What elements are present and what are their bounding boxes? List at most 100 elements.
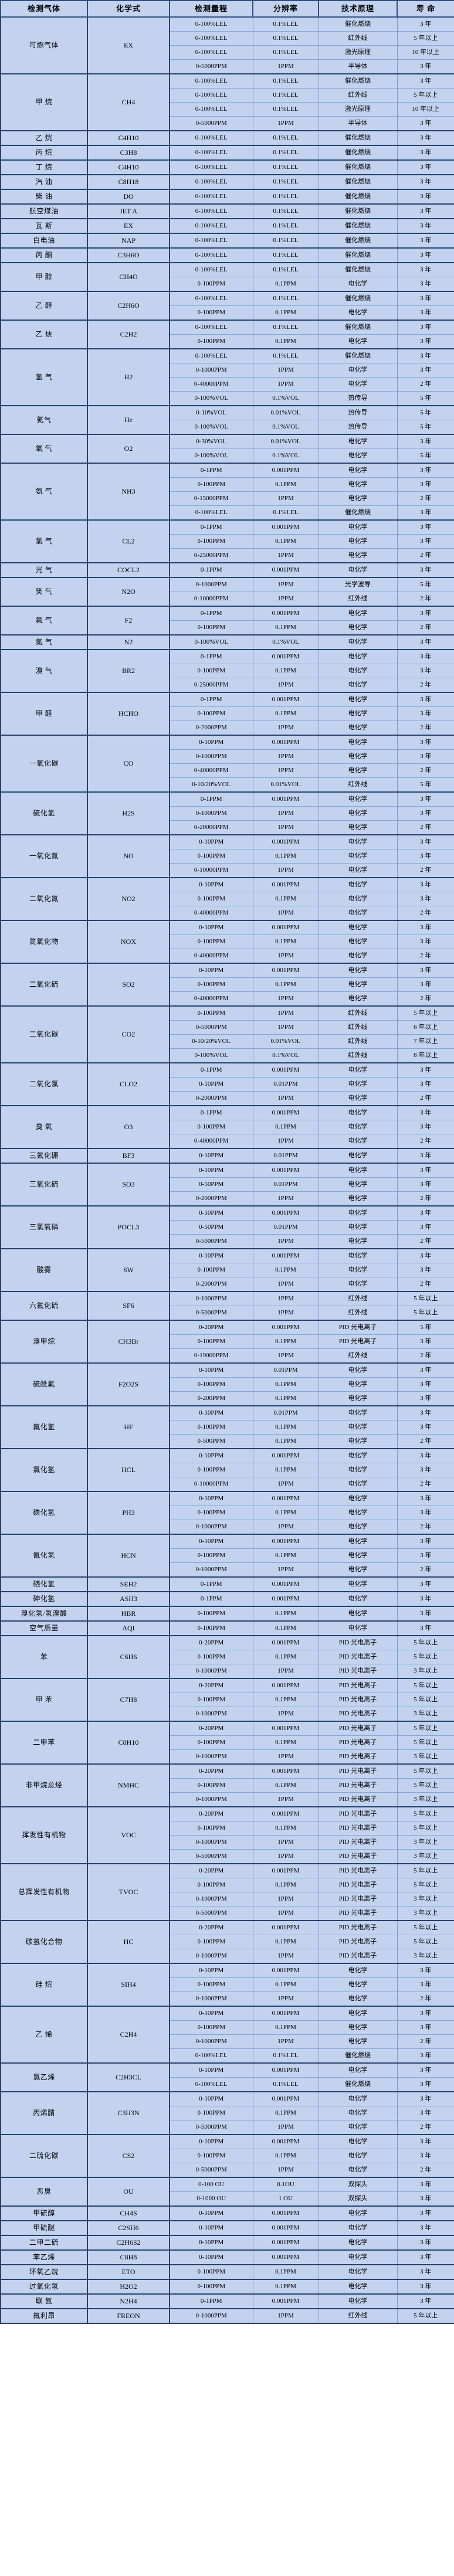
technology-cell: 红外线 — [319, 88, 398, 103]
detection-range-cell: 0-20PPM — [170, 1635, 253, 1650]
technology-cell: 电化学 — [319, 2279, 398, 2295]
detection-range-cell: 0-1000PPM — [170, 1792, 253, 1807]
chemical-formula-cell: C2H4 — [87, 2006, 170, 2064]
table-row: 0-100PPM 0.1PPM 电化学 3 年 — [1, 664, 454, 678]
gas-name-cell: 三氯氧磷 — [0, 1205, 88, 1249]
table-row: 氧 气 O2 0-30%VOL 0.01%VOL 电化学 3 年 — [0, 434, 454, 464]
detection-range-cell: 0-100%VOL — [170, 448, 253, 464]
technology-cell: 电化学 — [319, 806, 398, 821]
detection-range-cell: 0-5000PPM — [170, 1020, 253, 1035]
chemical-formula-cell: CH4S — [87, 2205, 170, 2221]
table-row: 氦气 He 0-10%VOL 0.01%VOL 热传导 5 年 — [0, 405, 454, 435]
table-row: 0-100PPM 0.1PPM 电化学 3 年 — [1, 1977, 454, 1992]
detection-range-cell: 0-10000PPM — [170, 592, 253, 607]
technology-cell: 催化燃烧 — [319, 218, 398, 234]
table-row: 光 气 COCL2 0-1PPM 0.001PPM 电化学 3 年 — [0, 562, 454, 578]
resolution-cell: 0.1%LEL — [253, 102, 319, 117]
lifetime-cell: 3 年 — [397, 130, 454, 146]
resolution-cell: 0.01PPM — [253, 1177, 319, 1192]
lifetime-cell: 5 年 — [397, 1320, 454, 1335]
resolution-cell: 1PPM — [253, 949, 319, 964]
detection-range-cell: 0-40000PPM — [170, 949, 253, 964]
technology-cell: 电化学 — [319, 763, 398, 778]
table-row: 三氧化硫 SO3 0-10PPM 0.001PPM 电化学 3 年 — [0, 1163, 454, 1207]
chemical-formula-cell: AQI — [87, 1620, 170, 1636]
chemical-formula-cell: CLO2 — [87, 1062, 170, 1106]
detection-range-cell: 0-1000PPM — [170, 1562, 253, 1578]
technology-cell: 电化学 — [319, 820, 398, 835]
resolution-cell: 0.1%LEL — [253, 16, 319, 32]
gas-name-cell: 六氟化硫 — [0, 1291, 88, 1321]
resolution-cell: 0.001PPM — [253, 735, 319, 750]
technology-cell: 电化学 — [319, 1434, 398, 1449]
resolution-cell: 1PPM — [253, 678, 319, 693]
table-row: 二氧化氯 CLO2 0-1PPM 0.001PPM 电化学 3 年 — [0, 1062, 454, 1106]
chemical-formula-cell: CS2 — [87, 2134, 170, 2178]
detection-range-cell: 0-100%LEL — [170, 88, 253, 103]
technology-cell: 电化学 — [319, 963, 398, 978]
detection-range-cell: 0-100PPM — [170, 1977, 253, 1992]
detection-range-cell: 0-10PPM — [170, 877, 253, 892]
chemical-formula-cell: C2H3CL — [87, 2062, 170, 2092]
chemical-formula-cell: HC — [87, 1920, 170, 1964]
chemical-formula-cell: HF — [87, 1405, 170, 1449]
table-row: 丙 酮 C3H6O 0-100%LEL 0.1%LEL 催化燃烧 3 年 — [0, 247, 454, 263]
chemical-formula-cell: N2 — [87, 634, 170, 650]
table-row: 0-100%VOL 0.1%VOL 红外线 8 年以上 — [1, 1048, 454, 1063]
chemical-formula-cell: N2H4 — [87, 2293, 170, 2309]
technology-cell: 电化学 — [319, 721, 398, 736]
resolution-cell: 1PPM — [253, 1949, 319, 1964]
technology-cell: 电化学 — [319, 877, 398, 892]
detection-range-cell: 0-2000PPM — [170, 1091, 253, 1106]
resolution-cell: 1PPM — [253, 2163, 319, 2178]
table-row: 硅 烷 SIH4 0-10PPM 0.001PPM 电化学 3 年 — [0, 1963, 454, 2007]
lifetime-cell: 3 年 — [397, 977, 454, 992]
resolution-cell: 0.001PPM — [253, 519, 319, 535]
lifetime-cell: 3 年 — [397, 16, 454, 32]
table-row: 二氧化硫 SO2 0-10PPM 0.001PPM 电化学 3 年 — [0, 963, 454, 1007]
table-row: 甲 醇 CH4O 0-100%LEL 0.1%LEL 催化燃烧 3 年 — [0, 262, 454, 292]
lifetime-cell: 3 年 — [397, 2006, 454, 2021]
technology-cell: 电化学 — [319, 678, 398, 693]
chemical-formula-cell: C2SH6 — [87, 2220, 170, 2236]
lifetime-cell: 3 年 — [397, 1177, 454, 1192]
resolution-cell: 0.001PPM — [253, 1491, 319, 1506]
detection-range-cell: 0-1PPM — [170, 606, 253, 621]
technology-cell: 电化学 — [319, 463, 398, 478]
table-row: 0-25000PPM 1PPM 电化学 2 年 — [1, 548, 454, 563]
lifetime-cell: 2 年 — [397, 548, 454, 563]
table-row: 0-100PPM 0.1PPM 电化学 3 年 — [1, 1506, 454, 1520]
detection-range-cell: 0-15000PPM — [170, 491, 253, 506]
resolution-cell: 1PPM — [253, 59, 319, 74]
detection-range-cell: 0-100PPM — [170, 334, 253, 349]
resolution-cell: 0.1PPM — [253, 1420, 319, 1435]
chemical-formula-cell: SO3 — [87, 1163, 170, 1207]
gas-name-cell: 二硫化碳 — [0, 2134, 88, 2178]
gas-name-cell: 氟化氢 — [0, 1405, 88, 1449]
resolution-cell: 0.1PPM — [253, 1263, 319, 1277]
table-row: 苯 C6H6 0-20PPM 0.001PPM PID 光电离子 5 年以上 — [0, 1635, 454, 1679]
resolution-cell: 1PPM — [253, 820, 319, 835]
table-row: 0-40000PPM 1PPM 电化学 2 年 — [1, 1134, 454, 1149]
gas-name-cell: 乙 醇 — [0, 291, 88, 321]
technology-cell: 催化燃烧 — [319, 145, 398, 161]
chemical-formula-cell: POCL3 — [87, 1205, 170, 1249]
technology-cell: 电化学 — [319, 664, 398, 678]
technology-cell: 催化燃烧 — [319, 16, 398, 32]
table-row: 0-100PPM 0.1PPM 电化学 3 年 — [1, 892, 454, 906]
resolution-cell: 0.1PPM — [253, 934, 319, 949]
chemical-formula-cell: EX — [87, 218, 170, 234]
detection-range-cell: 0-100%LEL — [170, 102, 253, 117]
lifetime-cell: 3 年 — [397, 519, 454, 535]
technology-cell: 催化燃烧 — [319, 203, 398, 219]
technology-cell: 电化学 — [319, 1477, 398, 1492]
lifetime-cell: 5 年以上 — [397, 1878, 454, 1892]
technology-cell: PID 光电离子 — [319, 1849, 398, 1864]
table-row: 氯乙烯 C2H3CL 0-10PPM 0.001PPM 电化学 3 年 — [0, 2062, 454, 2092]
technology-cell: 电化学 — [319, 1177, 398, 1192]
detection-range-cell: 0-100PPM — [170, 1377, 253, 1392]
resolution-cell: 0.1%LEL — [253, 31, 319, 46]
resolution-cell: 0.1%VOL — [253, 1048, 319, 1063]
technology-cell: 半导体 — [319, 116, 398, 131]
technology-cell: 电化学 — [319, 920, 398, 935]
